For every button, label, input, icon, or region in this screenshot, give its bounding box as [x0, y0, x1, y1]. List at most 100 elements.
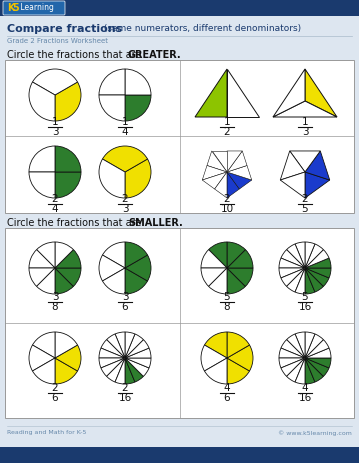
- Polygon shape: [227, 172, 239, 198]
- Wedge shape: [101, 340, 125, 358]
- Text: Circle the fractions that are: Circle the fractions that are: [7, 218, 145, 228]
- Text: 4: 4: [224, 383, 230, 393]
- Wedge shape: [55, 268, 81, 287]
- Wedge shape: [55, 268, 73, 294]
- Wedge shape: [125, 95, 151, 121]
- Wedge shape: [205, 358, 227, 384]
- Wedge shape: [29, 345, 55, 371]
- Wedge shape: [32, 358, 55, 384]
- Text: 4: 4: [122, 127, 128, 137]
- Wedge shape: [55, 345, 81, 371]
- Wedge shape: [29, 82, 55, 121]
- Wedge shape: [125, 348, 151, 358]
- Wedge shape: [29, 146, 55, 172]
- Polygon shape: [195, 69, 227, 117]
- Wedge shape: [125, 69, 151, 95]
- Wedge shape: [125, 358, 151, 368]
- Text: Circle the fractions that are: Circle the fractions that are: [7, 50, 145, 60]
- Wedge shape: [286, 268, 305, 292]
- Polygon shape: [280, 151, 305, 180]
- Text: 1: 1: [122, 117, 128, 127]
- Text: 3: 3: [52, 127, 58, 137]
- Wedge shape: [29, 172, 55, 198]
- Wedge shape: [102, 242, 125, 268]
- Wedge shape: [99, 159, 125, 198]
- Text: 16: 16: [298, 393, 312, 403]
- Wedge shape: [305, 358, 315, 384]
- Wedge shape: [55, 250, 81, 268]
- Text: 2: 2: [224, 194, 230, 204]
- Polygon shape: [202, 172, 227, 189]
- Wedge shape: [29, 268, 55, 287]
- Wedge shape: [305, 268, 329, 287]
- Polygon shape: [227, 69, 259, 117]
- Polygon shape: [202, 165, 227, 180]
- Text: 8: 8: [52, 302, 58, 312]
- Polygon shape: [215, 172, 227, 198]
- Wedge shape: [279, 268, 305, 278]
- Wedge shape: [305, 250, 329, 268]
- Polygon shape: [227, 172, 252, 189]
- Wedge shape: [125, 159, 151, 198]
- Wedge shape: [99, 348, 125, 358]
- Wedge shape: [201, 268, 227, 287]
- Text: 2: 2: [302, 194, 308, 204]
- Wedge shape: [125, 255, 151, 281]
- Polygon shape: [212, 151, 227, 172]
- Wedge shape: [209, 268, 227, 294]
- Wedge shape: [37, 268, 55, 294]
- Wedge shape: [281, 250, 305, 268]
- Wedge shape: [227, 358, 250, 384]
- Bar: [0, 447, 359, 463]
- Wedge shape: [305, 244, 323, 268]
- Text: © www.k5learning.com: © www.k5learning.com: [278, 430, 352, 436]
- Text: 1: 1: [302, 117, 308, 127]
- Wedge shape: [125, 358, 135, 384]
- Text: SMALLER.: SMALLER.: [128, 218, 183, 228]
- Wedge shape: [201, 250, 227, 268]
- Wedge shape: [305, 258, 331, 268]
- Wedge shape: [55, 242, 73, 268]
- Wedge shape: [125, 268, 148, 294]
- Wedge shape: [99, 69, 125, 95]
- Wedge shape: [107, 358, 125, 382]
- Wedge shape: [205, 332, 227, 358]
- Polygon shape: [290, 151, 320, 172]
- Wedge shape: [101, 358, 125, 376]
- Wedge shape: [305, 358, 329, 376]
- Text: Learning: Learning: [18, 4, 54, 13]
- Polygon shape: [305, 69, 337, 117]
- Wedge shape: [201, 345, 227, 371]
- Wedge shape: [305, 340, 329, 358]
- Text: 2: 2: [224, 127, 230, 137]
- Text: 5: 5: [302, 204, 308, 214]
- Text: 4: 4: [52, 204, 58, 214]
- Wedge shape: [305, 358, 331, 368]
- Text: 8: 8: [224, 302, 230, 312]
- Polygon shape: [227, 151, 242, 172]
- Wedge shape: [227, 332, 250, 358]
- Polygon shape: [273, 69, 305, 117]
- Wedge shape: [99, 95, 125, 121]
- Text: 4: 4: [302, 383, 308, 393]
- Text: 2: 2: [52, 194, 58, 204]
- Wedge shape: [305, 242, 315, 268]
- Wedge shape: [55, 172, 81, 198]
- Text: Grade 2 Fractions Worksheet: Grade 2 Fractions Worksheet: [7, 38, 108, 44]
- Polygon shape: [305, 172, 330, 198]
- Wedge shape: [55, 358, 78, 384]
- Wedge shape: [286, 244, 305, 268]
- Wedge shape: [227, 268, 246, 294]
- Text: 16: 16: [298, 302, 312, 312]
- Wedge shape: [286, 334, 305, 358]
- Wedge shape: [32, 69, 78, 95]
- Text: 10: 10: [220, 204, 234, 214]
- Text: K: K: [7, 3, 14, 13]
- Wedge shape: [305, 268, 315, 294]
- Wedge shape: [305, 268, 331, 278]
- Wedge shape: [29, 250, 55, 268]
- Wedge shape: [107, 334, 125, 358]
- Bar: [5, 60, 354, 213]
- Text: (same numerators, different denominators): (same numerators, different denominators…: [101, 24, 301, 33]
- Wedge shape: [279, 348, 305, 358]
